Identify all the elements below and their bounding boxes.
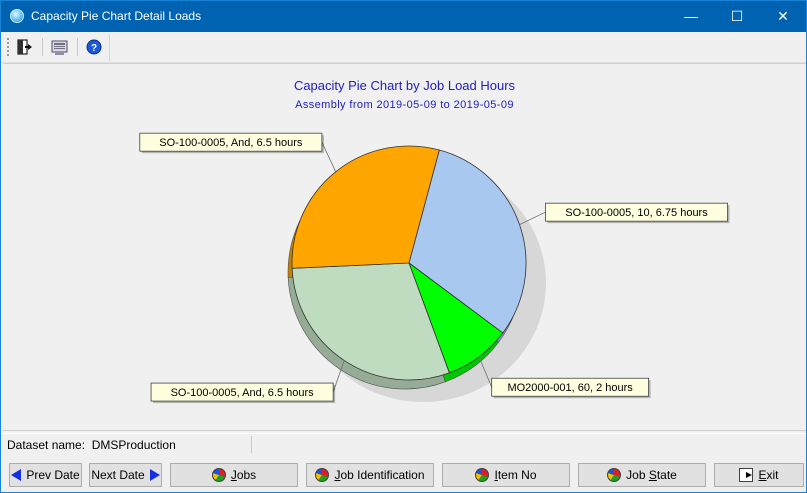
pie-chart-icon xyxy=(211,468,226,482)
pie-slice-0 xyxy=(408,149,527,334)
maximize-button[interactable]: ☐ xyxy=(730,8,744,24)
jobs-button[interactable]: Jobs xyxy=(170,463,298,487)
help-icon: ? xyxy=(86,39,102,55)
svg-text:?: ? xyxy=(91,43,97,54)
toolbar: ? xyxy=(1,32,806,63)
pie-chart-icon xyxy=(475,468,490,482)
toolbar-separator xyxy=(77,38,78,56)
slice-label: SO-100-0005, And, 6.5 hours xyxy=(159,137,303,149)
pie-chart-icon xyxy=(607,468,622,482)
toolbar-end-separator xyxy=(109,34,110,61)
pie-slice-2 xyxy=(291,262,450,381)
prev-date-button[interactable]: Prev Date xyxy=(9,463,82,487)
slice-label-box xyxy=(491,377,649,397)
label-leader-line xyxy=(478,356,493,388)
minimize-button[interactable]: — xyxy=(684,8,698,24)
dataset-label: Dataset name: DMSProduction xyxy=(7,438,176,452)
slice-label: MO2000-001, 60, 2 hours xyxy=(507,382,633,394)
label-leader-line xyxy=(519,211,546,226)
status-separator xyxy=(251,436,252,453)
exit-door-icon xyxy=(17,39,32,55)
slice-label-box xyxy=(139,132,323,152)
label-leader-line xyxy=(332,360,345,393)
exit-door-icon xyxy=(739,468,754,482)
next-date-button[interactable]: Next Date xyxy=(89,463,162,487)
chart-title: Capacity Pie Chart by Job Load Hours xyxy=(293,78,516,93)
job-identification-button[interactable]: Job Identification xyxy=(306,463,434,487)
arrow-right-icon xyxy=(149,469,160,481)
slice-label-box xyxy=(545,202,728,222)
label-leader-line xyxy=(321,142,337,172)
job-state-button[interactable]: Job State xyxy=(578,463,706,487)
slice-label: SO-100-0005, And, 6.5 hours xyxy=(171,387,315,399)
toolbar-exit-button[interactable] xyxy=(14,37,36,57)
toolbar-print-preview-button[interactable] xyxy=(49,37,71,57)
toolbar-separator xyxy=(42,38,43,56)
toolbar-help-button[interactable]: ? xyxy=(83,37,105,57)
arrow-left-icon xyxy=(11,469,22,481)
title-bar: Capacity Pie Chart Detail Loads — ☐ ✕ xyxy=(1,1,806,32)
window-title: Capacity Pie Chart Detail Loads xyxy=(31,9,202,23)
status-bar: Dataset name: DMSProduction xyxy=(1,433,806,454)
item-no-button[interactable]: Item No xyxy=(442,463,570,487)
exit-button[interactable]: Exit xyxy=(714,463,804,487)
pie-chart-icon xyxy=(315,468,330,482)
app-icon xyxy=(10,9,24,23)
pie-slice-3 xyxy=(291,145,440,269)
print-preview-icon xyxy=(51,40,68,55)
slice-label-box xyxy=(150,382,334,402)
chart-subtitle: Assembly from 2019-05-09 to 2019-05-09 xyxy=(295,99,514,111)
pie-chart: SO-100-0005, 10, 6.75 hours MO2000-001, 6… xyxy=(139,132,730,404)
slice-label: SO-100-0005, 10, 6.75 hours xyxy=(565,207,708,219)
dataset-value: DMSProduction xyxy=(91,438,176,452)
toolbar-grip[interactable] xyxy=(7,38,9,56)
close-button[interactable]: ✕ xyxy=(777,8,789,24)
